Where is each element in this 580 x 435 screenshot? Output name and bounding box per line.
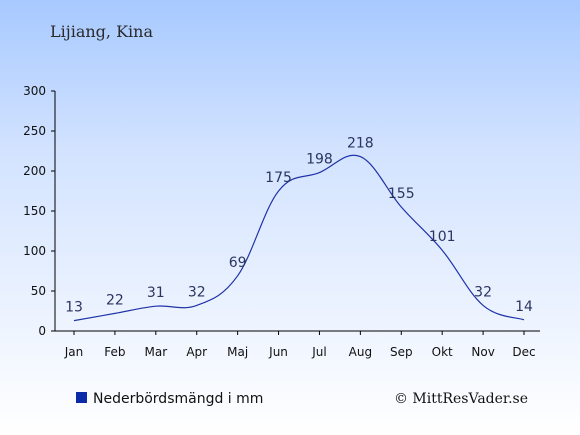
y-tick-label: 200: [23, 164, 46, 178]
y-tick-label: 100: [23, 244, 46, 258]
credit: © MittResVader.se: [394, 391, 528, 407]
y-tick-label: 150: [23, 204, 46, 218]
legend-label: Nederbördsmängd i mm: [93, 391, 263, 407]
x-tick-label: Aug: [349, 345, 372, 359]
x-tick-label: Jul: [311, 345, 326, 359]
series: [73, 154, 525, 322]
data-label: 13: [65, 300, 83, 316]
x-tick-label: Maj: [227, 345, 248, 359]
x-tick-label: Jan: [64, 345, 84, 359]
data-label: 69: [229, 255, 247, 271]
data-label: 32: [188, 284, 206, 300]
data-label: 198: [306, 152, 333, 168]
x-tick-label: Sep: [390, 345, 413, 359]
data-label: 218: [347, 136, 374, 152]
axes: [54, 91, 540, 332]
y-tick-label: 0: [38, 324, 46, 338]
y-tick-label: 50: [31, 284, 46, 298]
chart-title: Lijiang, Kina: [50, 22, 153, 41]
x-tick-label: Mar: [144, 345, 167, 359]
x-tick-label: Feb: [104, 345, 125, 359]
x-tick-label: Dec: [512, 345, 535, 359]
data-label: 101: [429, 229, 456, 245]
data-label: 155: [388, 186, 415, 202]
series-line: [73, 154, 525, 322]
x-tick-label: Okt: [432, 345, 453, 359]
x-tick-label: Jun: [268, 345, 288, 359]
data-labels: 13 22 31 32 69 175 198 218 155 101 32 14: [65, 136, 533, 316]
x-tick-label: Nov: [471, 345, 494, 359]
x-tick-label: Apr: [186, 345, 207, 359]
data-label: 14: [515, 299, 533, 315]
ticks: 0 50 100 150 200 250 300 Jan Feb Mar Apr Maj Jun Jul A…: [23, 84, 536, 359]
legend-swatch: [76, 392, 87, 403]
data-label: 31: [147, 285, 165, 301]
y-tick-label: 300: [23, 84, 46, 98]
data-label: 32: [474, 284, 492, 300]
data-label: 22: [106, 292, 124, 308]
data-label: 175: [265, 170, 292, 186]
y-tick-label: 250: [23, 124, 46, 138]
